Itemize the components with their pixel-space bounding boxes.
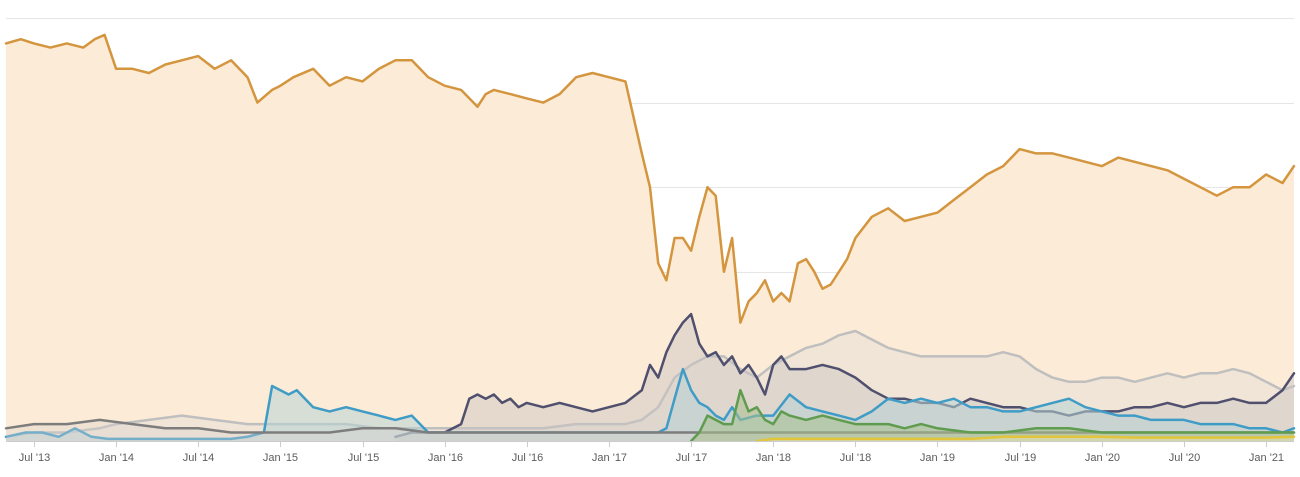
x-tick-label: Jul '13 xyxy=(19,452,50,464)
series-line-1 xyxy=(4,33,1296,324)
x-tick-label: Jan '14 xyxy=(99,452,134,464)
series-area-4 xyxy=(6,369,1294,441)
series-line-7 xyxy=(755,435,1296,443)
x-tick-label: Jul '18 xyxy=(840,452,871,464)
x-tick-label: Jan '15 xyxy=(263,452,298,464)
series-area-1 xyxy=(6,34,1294,442)
x-tick-label: Jul '16 xyxy=(512,452,543,464)
series-area-6 xyxy=(691,390,1294,441)
x-tick-label: Jan '16 xyxy=(428,452,463,464)
x-tick-label: Jul '17 xyxy=(676,452,707,464)
series-line-3 xyxy=(394,312,1296,439)
x-tick-label: Jul '14 xyxy=(183,452,214,464)
series-line-4 xyxy=(4,367,1296,441)
x-tick-label: Jul '20 xyxy=(1169,452,1200,464)
x-axis: Jul '13 Jan '14 Jul '14 Jan '15 Jul '15 Jan '… xyxy=(6,441,1294,464)
x-tick-label: Jan '21 xyxy=(1249,452,1284,464)
series-line-6 xyxy=(689,388,1296,443)
series-area-3 xyxy=(395,314,1294,441)
x-tick-label: Jan '17 xyxy=(592,452,627,464)
x-tick-label: Jan '19 xyxy=(920,452,955,464)
series-areas xyxy=(4,33,1296,443)
x-tick-label: Jan '20 xyxy=(1085,452,1120,464)
x-tick-label: Jul '15 xyxy=(348,452,379,464)
x-tick-label: Jul '19 xyxy=(1005,452,1036,464)
x-tick-label: Jan '18 xyxy=(756,452,791,464)
